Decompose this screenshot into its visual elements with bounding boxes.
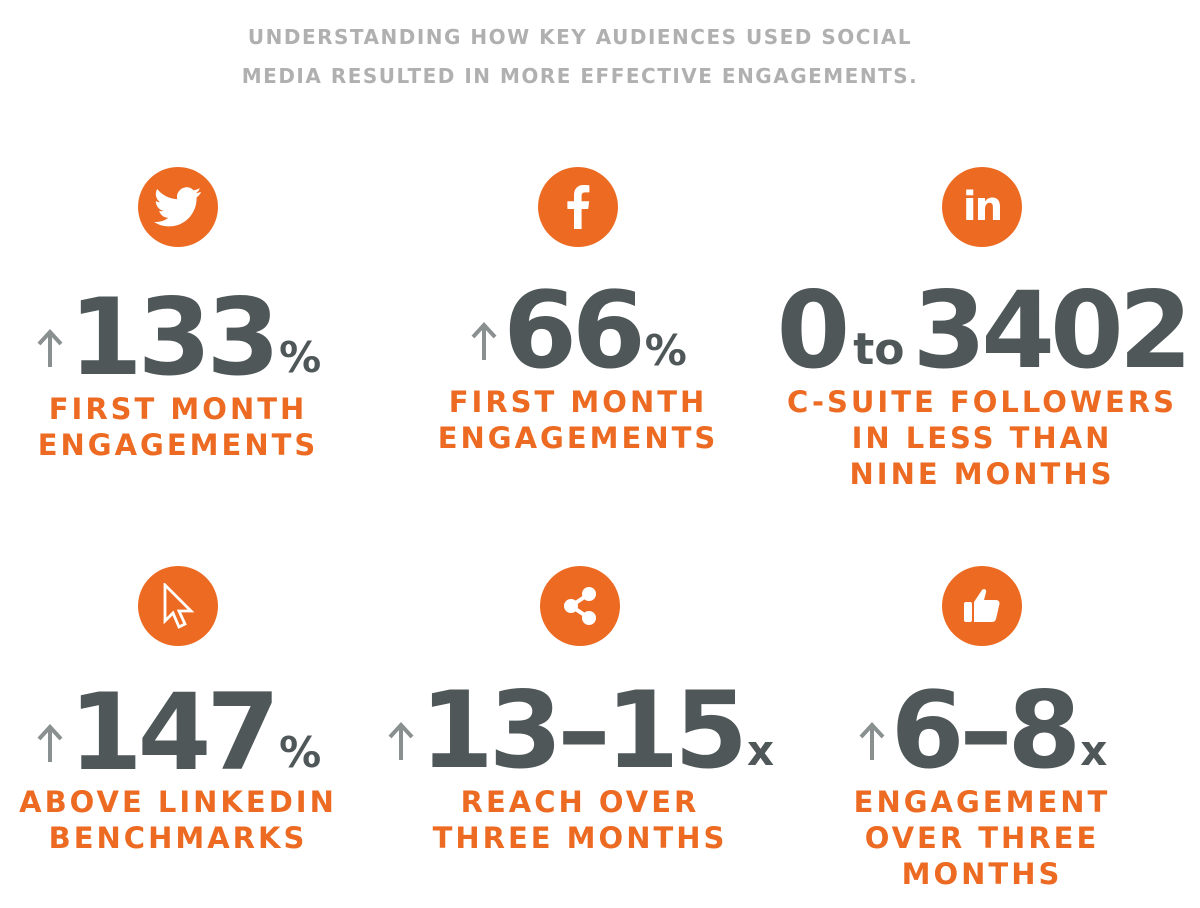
stat-label-line: REACH OVER bbox=[460, 785, 700, 819]
stat-label-line: FIRST MONTH bbox=[448, 385, 708, 419]
thumbs-up-icon[interactable] bbox=[942, 566, 1022, 646]
stat-unit: % bbox=[644, 326, 687, 375]
stat-value-row: 13–15 x bbox=[380, 678, 780, 784]
share-icon[interactable] bbox=[540, 566, 620, 646]
stat-to-word: to bbox=[853, 324, 905, 375]
stat-label: ENGAGEMENT OVER THREE MONTHS bbox=[782, 784, 1182, 892]
stat-value: 13–15 bbox=[419, 669, 748, 792]
stat-label-line: FIRST MONTH bbox=[48, 392, 308, 426]
up-arrow-icon bbox=[471, 322, 497, 360]
stat-label: REACH OVER THREE MONTHS bbox=[380, 784, 780, 856]
stat-value-row: 0 to 3402 bbox=[776, 278, 1192, 384]
up-arrow-icon bbox=[388, 722, 414, 760]
stat-label: C-SUITE FOLLOWERS IN LESS THAN NINE MONT… bbox=[782, 384, 1182, 492]
cursor-icon[interactable] bbox=[138, 566, 218, 646]
up-arrow-icon bbox=[37, 724, 63, 762]
stat-value: 66 bbox=[503, 269, 645, 392]
up-arrow-icon bbox=[859, 722, 885, 760]
stat-value: 3402 bbox=[912, 269, 1193, 392]
stat-value-row: 147 % bbox=[0, 680, 378, 786]
stat-label-line: C-SUITE FOLLOWERS bbox=[787, 385, 1177, 419]
up-arrow-icon bbox=[37, 329, 63, 367]
stat-label-line: MONTHS bbox=[901, 857, 1063, 891]
stat-label: ABOVE LINKEDIN BENCHMARKS bbox=[0, 784, 378, 856]
stat-value: 147 bbox=[68, 671, 280, 794]
facebook-icon[interactable] bbox=[538, 167, 618, 247]
header-line-1: UNDERSTANDING HOW KEY AUDIENCES USED SOC… bbox=[247, 25, 913, 49]
stat-unit: x bbox=[1080, 726, 1108, 775]
stat-from-value: 0 bbox=[776, 269, 850, 392]
stat-label-line: BENCHMARKS bbox=[48, 821, 308, 855]
stat-unit: % bbox=[279, 728, 322, 777]
stat-label-line: OVER THREE bbox=[864, 821, 1100, 855]
stat-value: 133 bbox=[68, 276, 280, 399]
stat-label-line: ENGAGEMENT bbox=[853, 785, 1111, 819]
stat-label-line: ENGAGEMENTS bbox=[37, 428, 319, 462]
stat-label-line: ENGAGEMENTS bbox=[437, 421, 719, 455]
stat-label-line: NINE MONTHS bbox=[849, 457, 1115, 491]
stat-value-row: 133 % bbox=[0, 285, 378, 391]
stat-label-line: ABOVE LINKEDIN bbox=[19, 785, 337, 819]
stat-label-line: THREE MONTHS bbox=[432, 821, 728, 855]
stat-label: FIRST MONTH ENGAGEMENTS bbox=[0, 391, 378, 463]
stat-label-line: IN LESS THAN bbox=[851, 421, 1113, 455]
page-header: UNDERSTANDING HOW KEY AUDIENCES USED SOC… bbox=[0, 18, 1160, 96]
stat-value: 6–8 bbox=[890, 669, 1082, 792]
stat-value-row: 6–8 x bbox=[782, 678, 1182, 784]
stat-unit: x bbox=[746, 726, 775, 775]
linkedin-icon[interactable]: in bbox=[942, 167, 1022, 247]
stat-unit: % bbox=[279, 333, 322, 382]
twitter-icon[interactable] bbox=[138, 167, 218, 247]
header-line-2: MEDIA RESULTED IN MORE EFFECTIVE ENGAGEM… bbox=[241, 64, 919, 88]
stat-value-row: 66 % bbox=[378, 278, 778, 384]
stat-label: FIRST MONTH ENGAGEMENTS bbox=[378, 384, 778, 456]
